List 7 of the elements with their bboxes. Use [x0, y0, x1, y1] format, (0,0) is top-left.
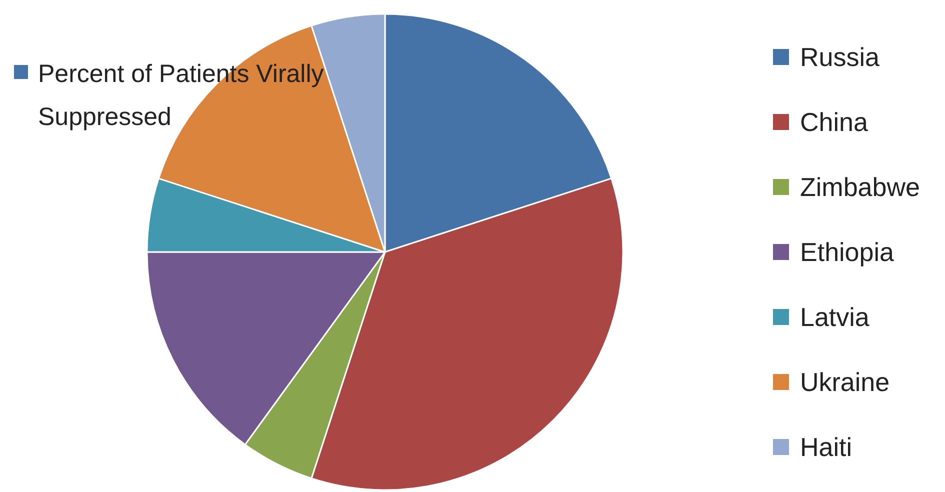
legend-label: Zimbabwe	[800, 172, 920, 202]
legend-label: Ukraine	[800, 367, 890, 397]
legend-label: Russia	[800, 42, 880, 72]
legend-label: Haiti	[800, 432, 852, 462]
legend-label: Ethiopia	[800, 237, 894, 267]
legend-label: China	[800, 107, 868, 137]
legend-label: Latvia	[800, 302, 870, 332]
